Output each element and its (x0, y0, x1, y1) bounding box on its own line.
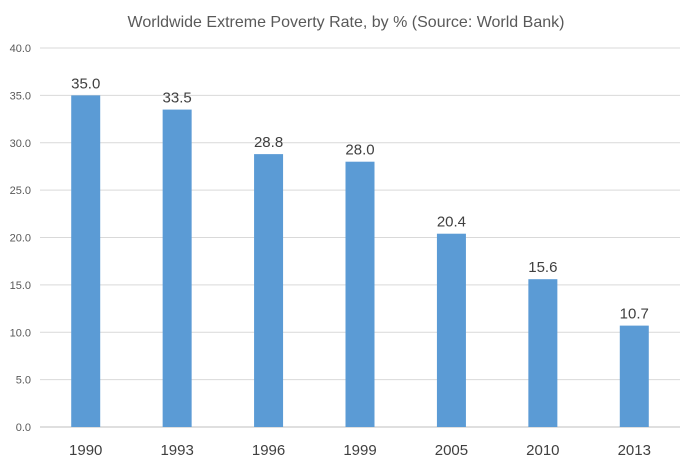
x-tick-label-1999: 1999 (343, 442, 376, 459)
y-tick-label: 30.0 (10, 138, 31, 150)
data-labels: 35.0 33.5 28.8 28.0 20.4 15.6 10.7 (71, 75, 649, 322)
data-label-1993: 33.5 (163, 90, 192, 107)
data-label-2005: 20.4 (437, 214, 466, 231)
y-tick-label: 15.0 (10, 280, 31, 292)
bar-2013 (619, 325, 649, 427)
data-label-2013: 10.7 (620, 306, 649, 323)
data-label-1999: 28.0 (345, 142, 374, 159)
y-tick-label: 10.0 (10, 327, 31, 339)
y-tick-label: 20.0 (10, 233, 31, 245)
bar-2005 (436, 233, 466, 427)
bar-1996 (254, 154, 284, 427)
y-tick-label: 40.0 (10, 43, 31, 55)
x-axis-ticks: 1990 1993 1996 1999 2005 2010 2013 (69, 442, 651, 459)
bar-1999 (345, 161, 375, 427)
y-tick-label: 35.0 (10, 90, 31, 102)
y-axis-ticks: 0.0 5.0 10.0 15.0 20.0 25.0 30.0 35.0 40.0 (10, 43, 31, 434)
x-tick-label-1990: 1990 (69, 442, 102, 459)
x-tick-label-2013: 2013 (618, 442, 651, 459)
bar-2010 (528, 279, 558, 427)
data-label-1990: 35.0 (71, 75, 100, 92)
bar-1993 (162, 109, 192, 428)
data-label-2010: 15.6 (528, 259, 557, 276)
x-tick-label-2010: 2010 (526, 442, 559, 459)
x-tick-label-1996: 1996 (252, 442, 285, 459)
y-tick-label: 5.0 (16, 375, 31, 387)
chart-title: Worldwide Extreme Poverty Rate, by % (So… (128, 14, 565, 31)
bars (71, 95, 649, 428)
x-tick-label-1993: 1993 (160, 442, 193, 459)
y-tick-label: 25.0 (10, 185, 31, 197)
y-tick-label: 0.0 (16, 422, 31, 434)
bar-1990 (71, 95, 101, 427)
data-label-1996: 28.8 (254, 134, 283, 151)
x-tick-label-2005: 2005 (435, 442, 468, 459)
